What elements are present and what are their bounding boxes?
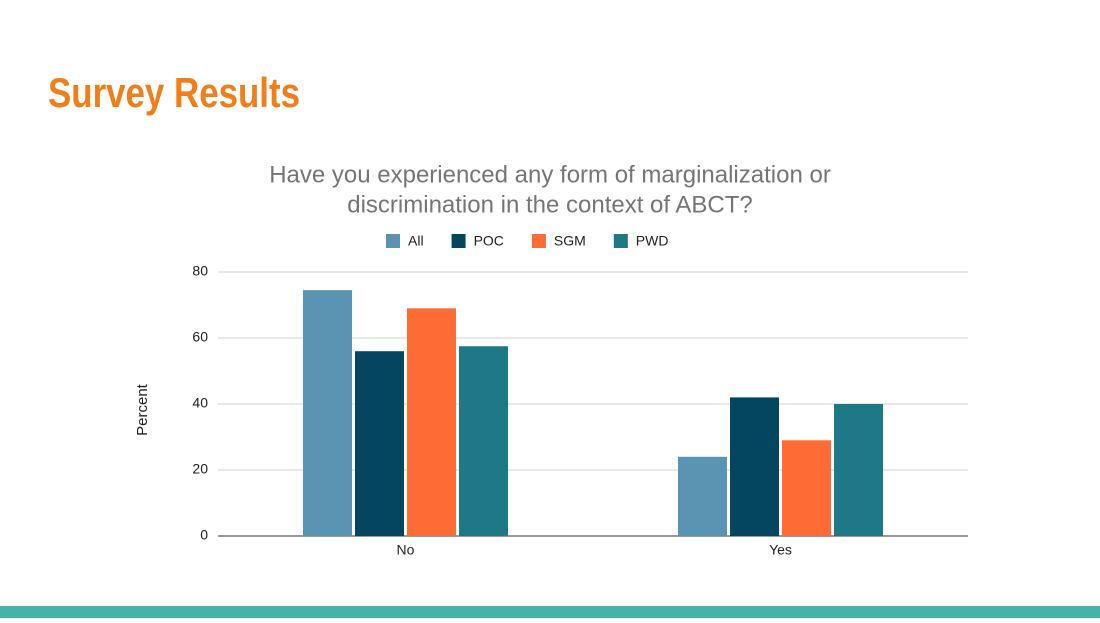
legend-swatch <box>531 234 546 248</box>
legend-swatch <box>613 234 628 248</box>
legend-swatch <box>386 234 400 248</box>
y-tick-label: 20 <box>192 461 208 477</box>
bar <box>459 346 508 536</box>
chart-title: discrimination in the context of ABCT? <box>347 191 753 218</box>
footer-bar <box>0 606 1100 618</box>
x-tick-label: No <box>397 542 415 558</box>
bar <box>834 404 883 536</box>
x-tick-label: Yes <box>769 542 792 558</box>
legend-label: All <box>408 233 424 249</box>
y-tick-label: 40 <box>192 395 208 411</box>
legend-label: PWD <box>636 233 669 249</box>
bar <box>678 456 727 536</box>
legend-swatch <box>451 234 466 248</box>
bar <box>303 290 352 536</box>
chart-title: Have you experienced any form of margina… <box>269 161 831 188</box>
y-tick-label: 0 <box>200 527 208 543</box>
y-axis-label: Percent <box>134 383 151 436</box>
y-tick-label: 60 <box>192 329 208 345</box>
bar <box>355 351 404 536</box>
legend-label: POC <box>474 233 504 249</box>
bar <box>730 397 779 536</box>
slide-title: Survey Results <box>48 69 300 116</box>
legend-label: SGM <box>554 233 586 249</box>
y-tick-label: 80 <box>192 263 208 279</box>
bar <box>782 440 831 536</box>
bar <box>407 308 456 536</box>
